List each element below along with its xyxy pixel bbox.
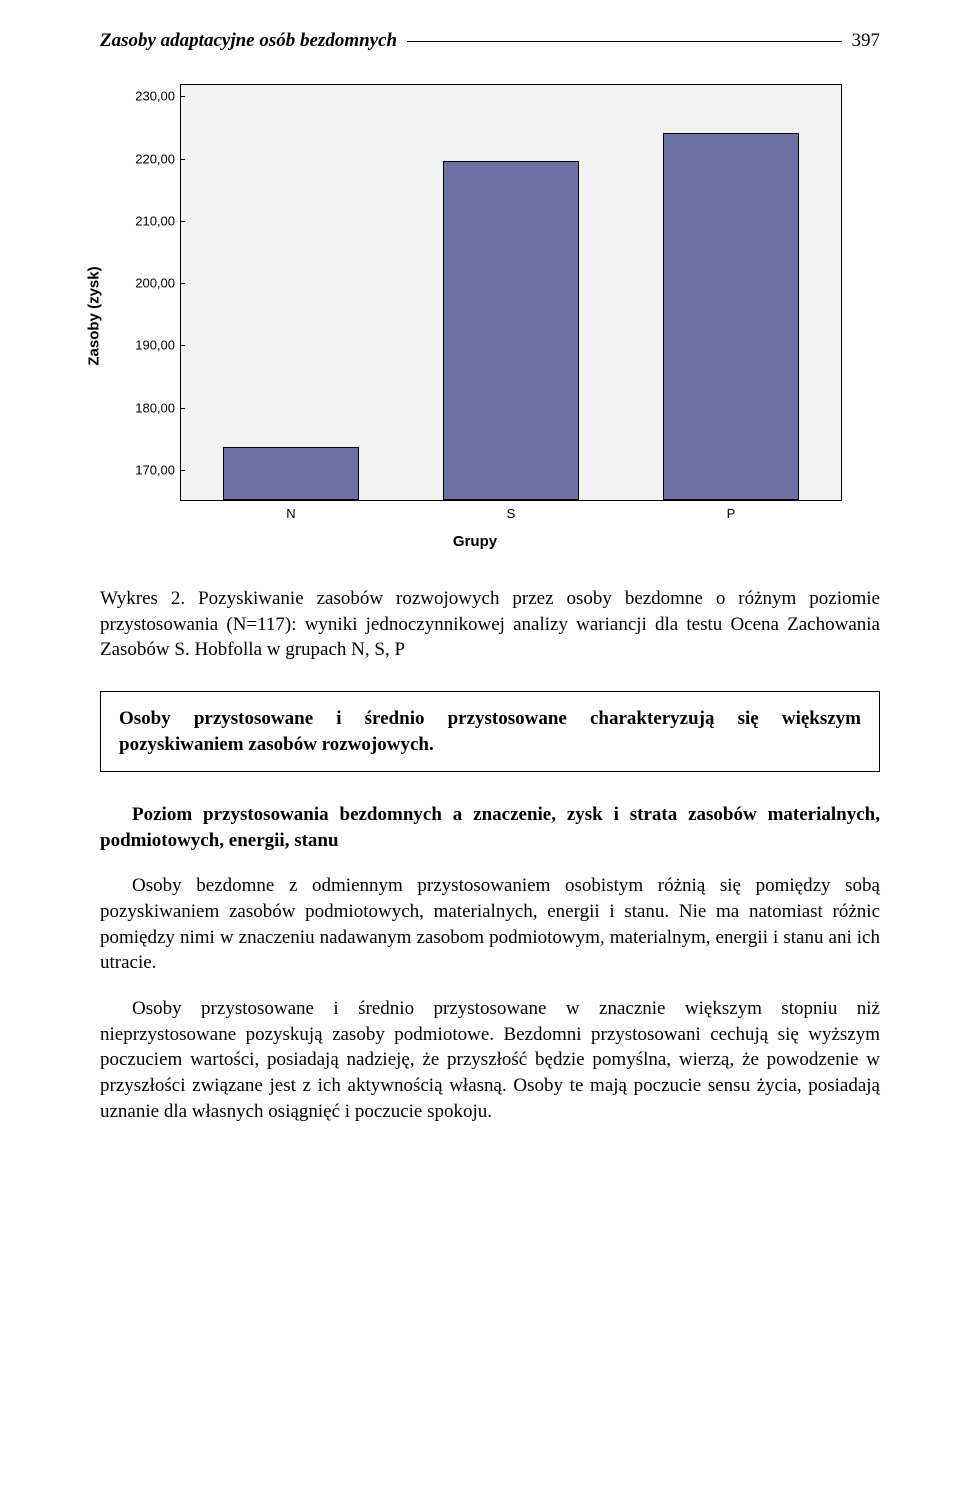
y-tick-label: 220,00 xyxy=(135,151,175,166)
y-tick-label: 180,00 xyxy=(135,400,175,415)
x-axis-title: Grupy xyxy=(453,533,497,550)
header-rule xyxy=(407,41,841,42)
plot-area: NSP xyxy=(180,84,842,501)
x-category-label: N xyxy=(286,506,295,521)
x-category-label: P xyxy=(727,506,736,521)
bar xyxy=(663,133,799,500)
x-category-label: S xyxy=(507,506,516,521)
body-paragraph: Osoby bezdomne z odmiennym przystosowani… xyxy=(100,873,880,976)
figure-caption: Wykres 2. Pozyskiwanie zasobów rozwojowy… xyxy=(100,586,880,663)
body-paragraph: Osoby przystosowane i średnio przystosow… xyxy=(100,996,880,1124)
section-subheading: Poziom przystosowania bezdomnych a znacz… xyxy=(100,802,880,853)
y-tick-label: 230,00 xyxy=(135,89,175,104)
running-title: Zasoby adaptacyjne osób bezdomnych xyxy=(100,30,397,52)
y-tick-mark xyxy=(180,470,185,471)
y-tick-mark xyxy=(180,283,185,284)
y-tick-label: 190,00 xyxy=(135,338,175,353)
page-number: 397 xyxy=(852,30,881,52)
y-tick-label: 200,00 xyxy=(135,276,175,291)
bar xyxy=(223,447,359,500)
bar xyxy=(443,161,579,500)
bar-chart: Zasoby (zysk) NSP Grupy 170,00180,00190,… xyxy=(100,76,850,556)
y-tick-mark xyxy=(180,345,185,346)
y-tick-mark xyxy=(180,159,185,160)
y-tick-mark xyxy=(180,408,185,409)
y-axis-title: Zasoby (zysk) xyxy=(86,266,103,365)
y-tick-label: 170,00 xyxy=(135,462,175,477)
callout-box: Osoby przystosowane i średnio przystosow… xyxy=(100,691,880,772)
running-header: Zasoby adaptacyjne osób bezdomnych 397 xyxy=(100,30,880,52)
y-tick-mark xyxy=(180,221,185,222)
y-tick-label: 210,00 xyxy=(135,213,175,228)
y-tick-mark xyxy=(180,96,185,97)
